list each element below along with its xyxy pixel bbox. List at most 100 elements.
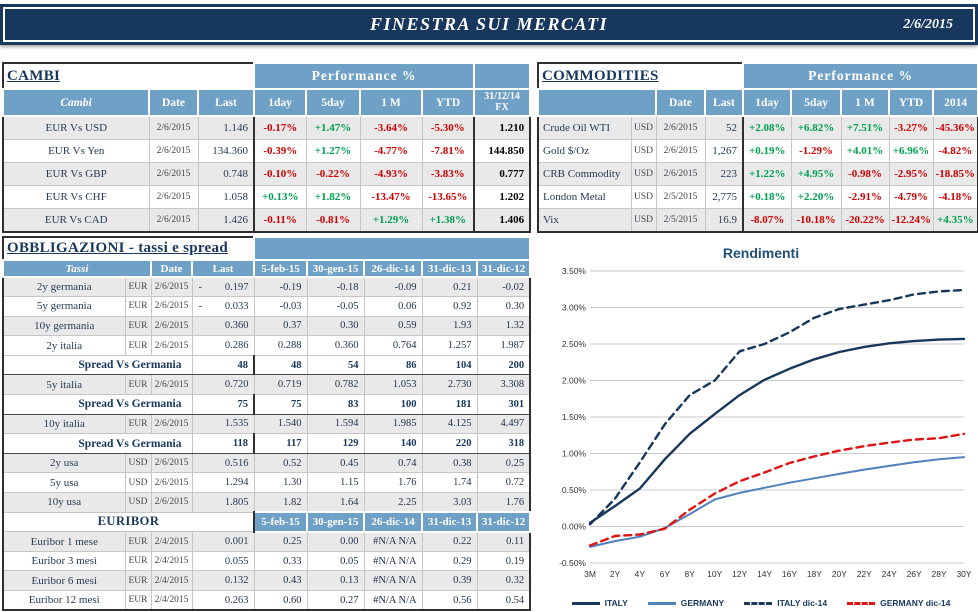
fx-last: 134.360	[197, 138, 256, 163]
bond-last-part: -	[198, 300, 203, 312]
bond-hist-value: -0.18	[306, 276, 365, 298]
commodity-name: London Metal	[537, 185, 632, 210]
bond-date: 2/6/2015	[150, 315, 193, 337]
bonds-col-header: Last	[190, 259, 256, 278]
bond-row: 5y usa USD 2/6/2015 1.294 1.30 1.15 1.76 1.74 0.…	[2, 472, 531, 494]
bond-last-part: 0.360	[224, 320, 249, 332]
bond-currency: USD	[124, 452, 152, 474]
bond-name: 10y italia	[2, 413, 126, 435]
x-tick-label: 8Y	[685, 569, 696, 579]
bond-hist-value: 1.82	[253, 492, 308, 513]
bond-last-part: 0.263	[224, 594, 249, 606]
bond-name: 10y germania	[2, 315, 126, 337]
fx-date: 2/6/2015	[148, 208, 199, 233]
spread-hist-value: 301	[476, 394, 531, 415]
euribor-col-header: 26-dic-14	[363, 511, 424, 533]
bond-hist-value: 0.29	[421, 550, 478, 572]
legend-label: GERMANY dic-14	[880, 598, 951, 608]
commodity-last: 1,267	[704, 138, 745, 163]
cambi-section-cell: CAMBI	[3, 63, 255, 89]
bond-last: 1.294	[191, 472, 255, 494]
commodity-perf-value: +0.19%	[742, 138, 792, 163]
fx-31-12-14: 1.406	[473, 208, 531, 233]
fx-date: 2/6/2015	[148, 185, 199, 210]
bond-hist-value: #N/A N/A	[363, 570, 423, 591]
bond-hist-value: 1.76	[363, 472, 423, 494]
bonds-col-header: 31-dic-12	[476, 259, 532, 278]
chart-title: Rendimenti	[722, 245, 800, 261]
fx-perf-value: +1.82%	[305, 185, 361, 210]
bonds-title-row: OBBLIGAZIONI - tassi e spread	[3, 236, 532, 261]
bond-hist-value: 1.594	[306, 413, 365, 435]
report-date: 2/6/2015	[903, 16, 953, 32]
cambi-col-header: Last	[196, 88, 256, 117]
bond-last: 0.263	[191, 590, 255, 611]
cambi-corner-cell	[473, 62, 532, 90]
bond-last: 0.001	[191, 531, 255, 552]
fx-perf-value: -0.22%	[305, 161, 361, 187]
fx-last: 1.426	[197, 208, 256, 233]
bond-date: 2/6/2015	[150, 413, 193, 435]
legend-item: ITALY dic-14	[744, 598, 827, 608]
bond-hist-value: 0.60	[253, 590, 308, 611]
bond-last: 0.286	[191, 335, 255, 356]
fx-header-line2: FX	[495, 101, 509, 113]
commodities-performance-header: Performance %	[742, 62, 978, 90]
bond-name: Euribor 12 mesi	[2, 590, 126, 611]
report-header-frame: FINESTRA SUI MERCATI 2/6/2015	[3, 7, 975, 42]
y-tick-label: 2.50%	[562, 339, 587, 349]
bond-last-part: 1.535	[224, 418, 249, 430]
bond-hist-value: 0.25	[253, 531, 308, 552]
bond-hist-value: 0.27	[306, 590, 365, 611]
bond-row: 10y usa USD 2/6/2015 1.805 1.82 1.64 2.25 3.03 1…	[2, 492, 531, 513]
fx-perf-value: -3.64%	[359, 115, 423, 140]
legend-label: GERMANY	[680, 598, 725, 608]
spread-hist-value: 83	[306, 394, 365, 415]
bond-hist-value: 0.32	[476, 570, 531, 591]
commodity-perf-value: -20.22%	[840, 208, 890, 233]
y-tick-label: 0.00%	[562, 522, 587, 532]
bonds-col-header: 5-feb-15	[253, 259, 309, 278]
cambi-row: EUR Vs CAD 2/6/2015 1.426 -0.11% -0.81% +1.29…	[2, 208, 531, 233]
bond-last-part: 0.001	[224, 536, 249, 548]
bond-last: 1.535	[191, 413, 255, 435]
commodity-last: 2,775	[704, 185, 745, 210]
legend-item: GERMANY dic-14	[847, 598, 950, 608]
legend-line-sample	[847, 601, 876, 605]
bond-name: Euribor 3 mesi	[2, 550, 126, 572]
y-tick-label: 1.00%	[562, 449, 587, 459]
commodity-perf-value: +2.08%	[742, 115, 792, 140]
commodity-perf-value: +4.01%	[840, 138, 890, 163]
commodities-col-header: 2014	[932, 88, 978, 117]
fx-pair-name: EUR Vs USD	[2, 115, 150, 140]
bond-hist-value: 0.30	[476, 296, 531, 317]
fx-perf-value: -13.47%	[359, 185, 423, 210]
bond-hist-value: 0.288	[253, 335, 308, 356]
euribor-col-header: 30-gen-15	[306, 511, 366, 533]
commodity-row: Crude Oil WTI USD 2/6/2015 52 +2.08% +6.82% +7…	[537, 115, 978, 140]
euribor-col-header: 5-feb-15	[253, 511, 309, 533]
commodity-perf-value: -45.36%	[932, 115, 978, 140]
bond-last-part: 0.197	[224, 281, 249, 293]
bond-hist-value: 4.497	[476, 413, 531, 435]
x-tick-label: 18Y	[807, 569, 822, 579]
bond-last: 0.720	[191, 374, 255, 396]
bond-hist-value: 0.54	[476, 590, 531, 611]
bond-row: Euribor 6 mesi EUR 2/4/2015 0.132 0.43 0.13 #N…	[2, 570, 531, 591]
cambi-col-header: Date	[148, 88, 199, 117]
fx-last: 0.748	[197, 161, 256, 187]
bond-last-part: 0.286	[224, 340, 249, 352]
spread-last: 118	[191, 433, 256, 454]
x-tick-label: 24Y	[882, 569, 897, 579]
bond-row: Euribor 12 mesi EUR 2/4/2015 0.263 0.60 0.27 #…	[2, 590, 531, 611]
spread-hist-value: 181	[421, 394, 478, 415]
cambi-col-header: Cambi	[2, 88, 150, 117]
fx-perf-value: -0.10%	[253, 161, 307, 187]
bond-last: 0.516	[191, 452, 255, 474]
bond-hist-value: 1.32	[476, 315, 531, 337]
bond-hist-value: 0.11	[476, 531, 531, 552]
bond-hist-value: 1.053	[363, 374, 423, 396]
bond-last: - 0.197	[191, 276, 255, 298]
cambi-row: EUR Vs USD 2/6/2015 1.146 -0.17% +1.47% -3.64…	[2, 115, 531, 140]
commodity-perf-value: +6.82%	[790, 115, 842, 140]
